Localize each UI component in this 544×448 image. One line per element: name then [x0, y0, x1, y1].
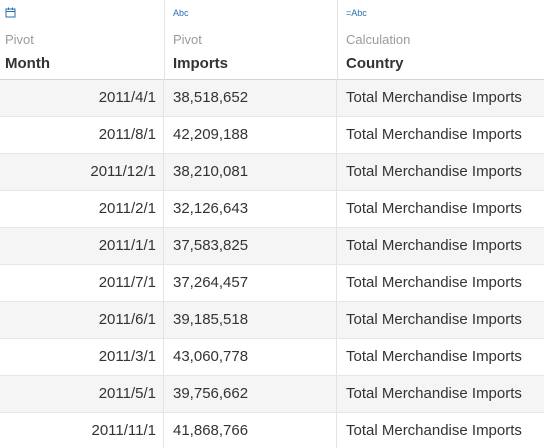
cell-imports[interactable]: 39,185,518 — [164, 302, 337, 338]
cell-imports[interactable]: 41,868,766 — [164, 413, 337, 448]
cell-country[interactable]: Total Merchandise Imports — [346, 311, 522, 328]
cell-month[interactable]: 2011/5/1 — [0, 376, 164, 412]
cell-country[interactable]: Total Merchandise Imports — [346, 237, 522, 254]
table-row[interactable]: 2011/3/1 43,060,778 Total Merchandise Impo… — [0, 339, 544, 376]
cell-imports[interactable]: 38,518,652 — [164, 80, 337, 116]
table-row[interactable]: 2011/12/1 38,210,081 Total Merchandise Imp… — [0, 154, 544, 191]
cell-month[interactable]: 2011/1/1 — [0, 228, 164, 264]
cell-country[interactable]: Total Merchandise Imports — [346, 200, 522, 217]
grid-body: 2011/4/1 38,518,652 Total Merchandise Impo… — [0, 80, 544, 448]
cell-imports[interactable]: 42,209,188 — [164, 117, 337, 153]
column-header-country[interactable]: =Abc Calculation Country — [337, 0, 544, 79]
table-row[interactable]: 2011/6/1 39,185,518 Total Merchandise Impo… — [0, 302, 544, 339]
calendar-icon[interactable] — [5, 7, 16, 19]
calculated-string-type-icon[interactable]: =Abc — [346, 8, 367, 18]
cell-month[interactable]: 2011/7/1 — [0, 265, 164, 301]
table-row[interactable]: 2011/2/1 32,126,643 Total Merchandise Impo… — [0, 191, 544, 228]
cell-month[interactable]: 2011/8/1 — [0, 117, 164, 153]
cell-imports[interactable]: 43,060,778 — [164, 339, 337, 375]
cell-month[interactable]: 2011/12/1 — [0, 154, 164, 190]
cell-country[interactable]: Total Merchandise Imports — [346, 89, 522, 106]
grid-header: Pivot Month Abc Pivot Imports =Abc Calcu… — [0, 0, 544, 80]
cell-month[interactable]: 2011/4/1 — [0, 80, 164, 116]
column-header-month[interactable]: Pivot Month — [0, 0, 164, 79]
cell-imports[interactable]: 37,264,457 — [164, 265, 337, 301]
table-row[interactable]: 2011/4/1 38,518,652 Total Merchandise Impo… — [0, 80, 544, 117]
column-header-imports[interactable]: Abc Pivot Imports — [164, 0, 337, 79]
cell-imports[interactable]: 38,210,081 — [164, 154, 337, 190]
cell-month[interactable]: 2011/11/1 — [0, 413, 164, 448]
cell-month[interactable]: 2011/2/1 — [0, 191, 164, 227]
column-source-label: Pivot — [5, 32, 34, 47]
column-source-label: Pivot — [173, 32, 202, 47]
column-divider[interactable] — [337, 0, 338, 80]
column-field-name: Imports — [173, 55, 229, 72]
cell-month[interactable]: 2011/6/1 — [0, 302, 164, 338]
column-field-name: Country — [346, 55, 404, 72]
cell-country[interactable]: Total Merchandise Imports — [346, 274, 522, 291]
cell-country[interactable]: Total Merchandise Imports — [346, 422, 522, 439]
table-row[interactable]: 2011/11/1 41,868,766 Total Merchandise Imp… — [0, 413, 544, 448]
cell-month[interactable]: 2011/3/1 — [0, 339, 164, 375]
cell-country[interactable]: Total Merchandise Imports — [346, 163, 522, 180]
string-type-icon[interactable]: Abc — [173, 8, 189, 18]
column-field-name: Month — [5, 55, 50, 72]
table-row[interactable]: 2011/5/1 39,756,662 Total Merchandise Impo… — [0, 376, 544, 413]
cell-country[interactable]: Total Merchandise Imports — [346, 385, 522, 402]
table-row[interactable]: 2011/1/1 37,583,825 Total Merchandise Impo… — [0, 228, 544, 265]
column-source-label: Calculation — [346, 32, 411, 47]
table-row[interactable]: 2011/8/1 42,209,188 Total Merchandise Impo… — [0, 117, 544, 154]
cell-imports[interactable]: 37,583,825 — [164, 228, 337, 264]
cell-imports[interactable]: 32,126,643 — [164, 191, 337, 227]
table-row[interactable]: 2011/7/1 37,264,457 Total Merchandise Impo… — [0, 265, 544, 302]
cell-country[interactable]: Total Merchandise Imports — [346, 126, 522, 143]
column-divider[interactable] — [164, 0, 165, 80]
cell-imports[interactable]: 39,756,662 — [164, 376, 337, 412]
cell-country[interactable]: Total Merchandise Imports — [346, 348, 522, 365]
